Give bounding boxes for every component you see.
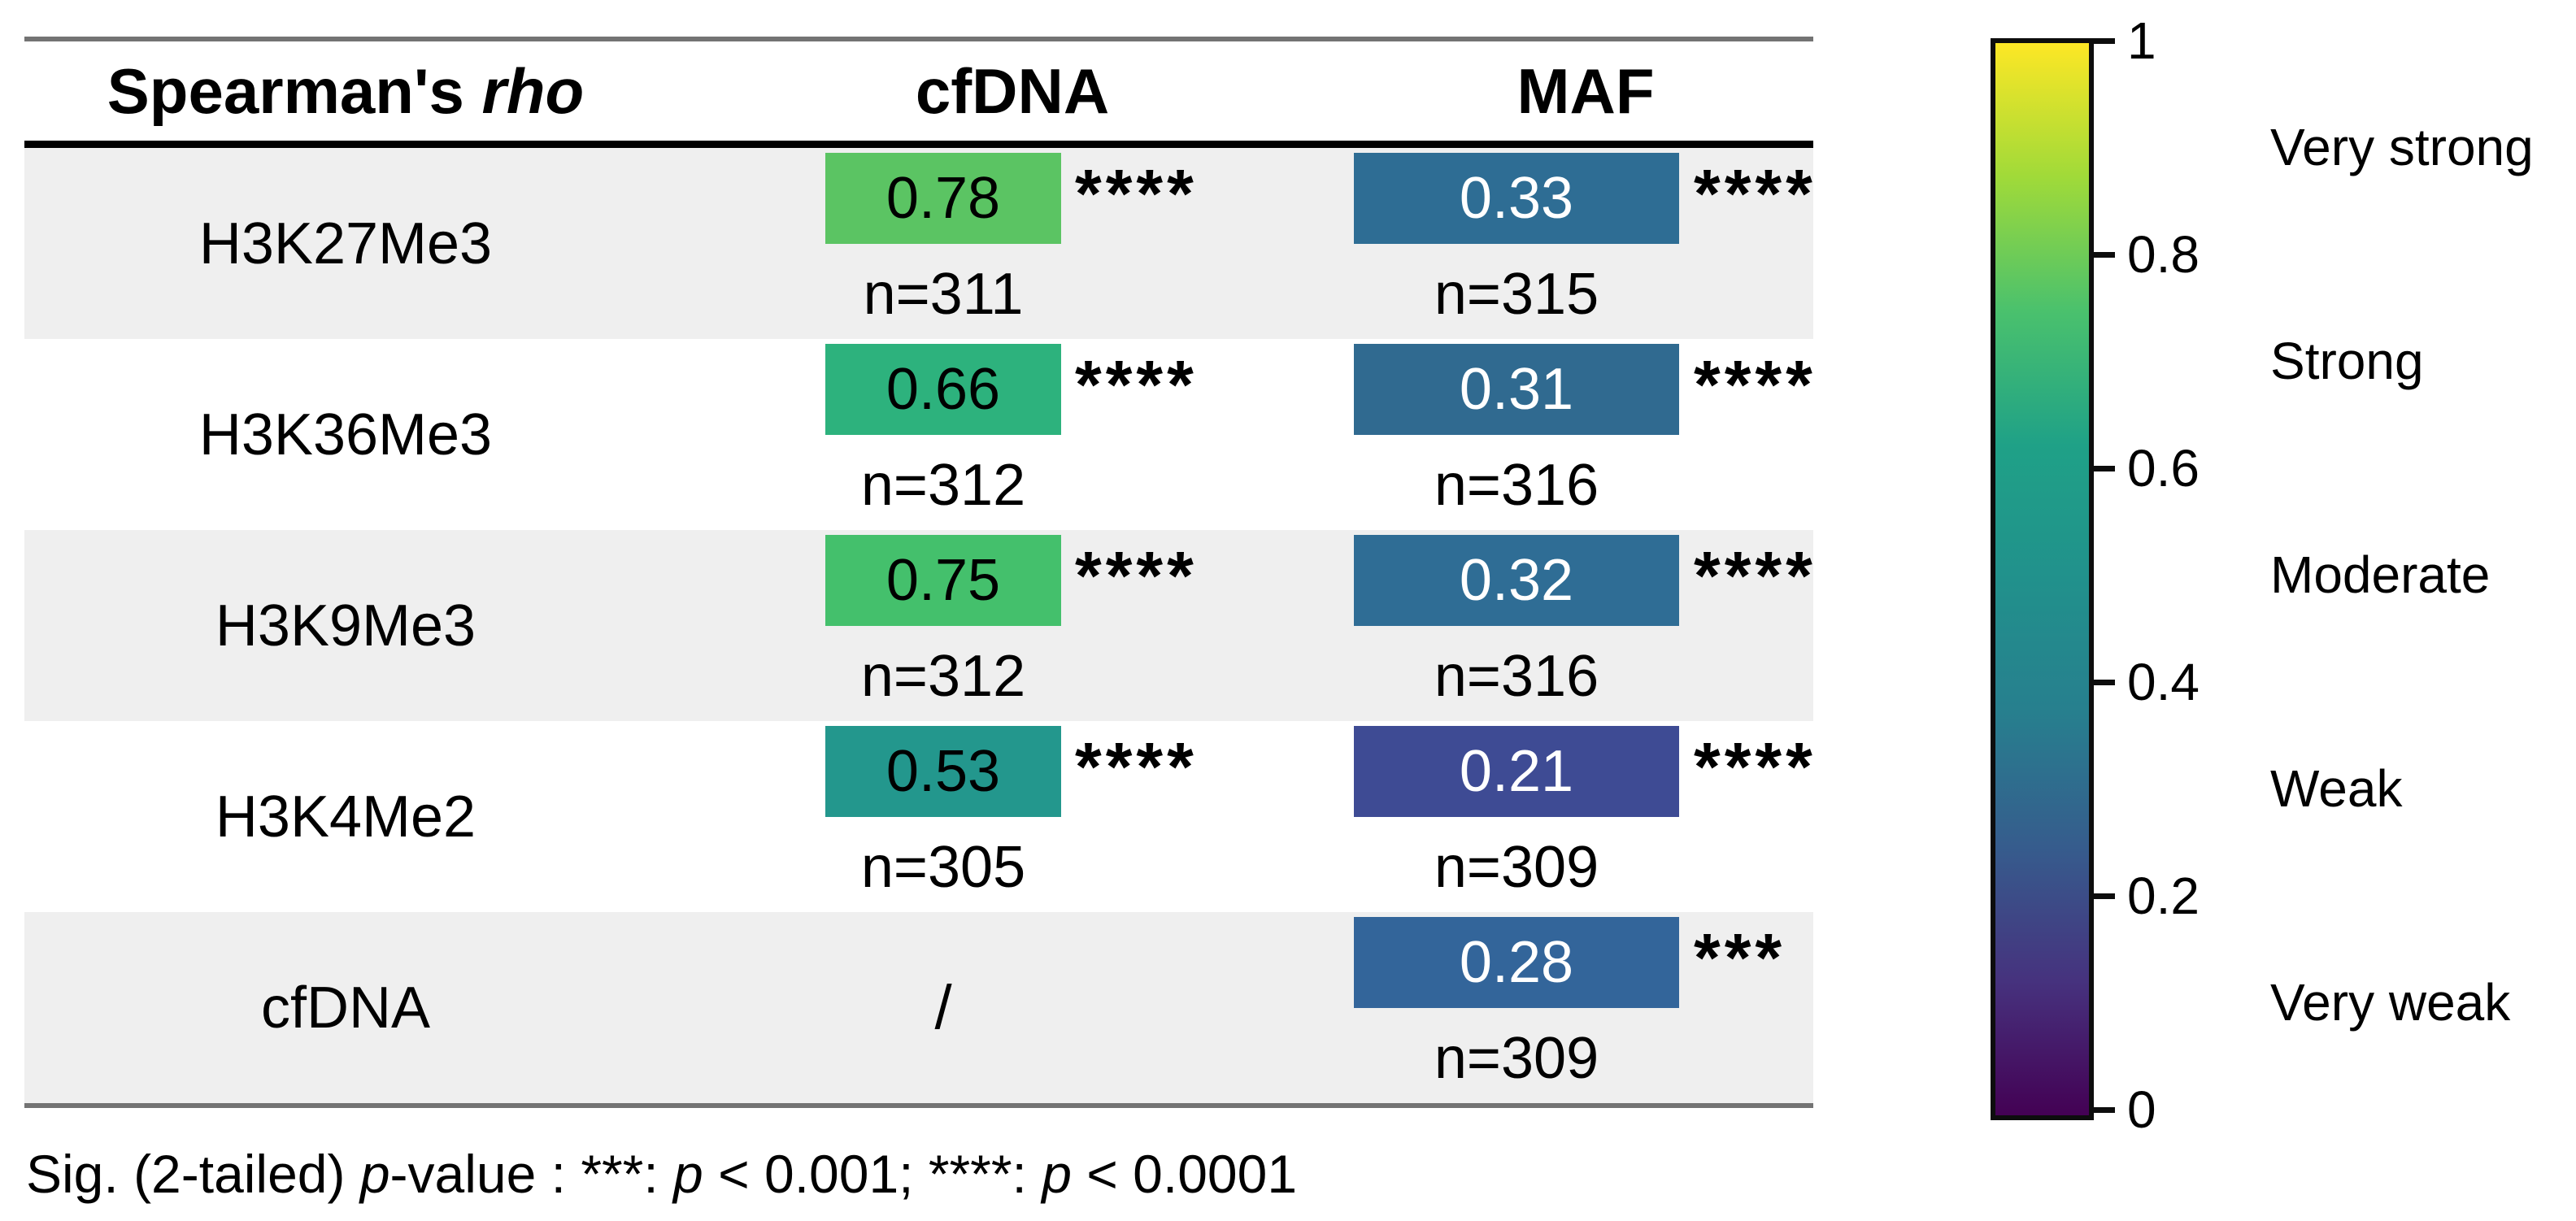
sample-size: n=312 (860, 452, 1026, 518)
significance-stars: **** (1075, 155, 1198, 232)
colorbar-tick (2092, 893, 2115, 899)
table-row: H3K4Me2 0.53 **** n=305 0.21 **** n=309 (24, 721, 1813, 912)
row-label: H3K27Me3 (198, 211, 493, 276)
table-row: cfDNA / 0.28 *** n=309 (24, 912, 1813, 1103)
cfdna-cell: 0.75 **** n=312 (667, 530, 1220, 721)
maf-cell: 0.31 **** n=316 (1220, 339, 1813, 530)
table-header-row: Spearman's rho cfDNA MAF (24, 41, 1813, 148)
maf-value-cell: 0.33 (1354, 153, 1679, 244)
significance-stars: *** (1694, 919, 1786, 996)
cfdna-value-cell: 0.75 (825, 535, 1061, 626)
maf-value-cell: 0.32 (1354, 535, 1679, 626)
significance-stars: **** (1075, 728, 1198, 805)
maf-cell: 0.32 **** n=316 (1220, 530, 1813, 721)
significance-footnote: Sig. (2-tailed) p-value : ***: p < 0.001… (26, 1144, 1298, 1204)
maf-cell: 0.33 **** n=315 (1220, 148, 1813, 339)
sample-size: n=305 (860, 834, 1026, 900)
significance-stars: **** (1694, 728, 1817, 805)
cfdna-value-cell: 0.53 (825, 726, 1061, 817)
sample-size: n=311 (863, 261, 1024, 327)
cfdna-cell: 0.78 **** n=311 (667, 148, 1220, 339)
row-label: H3K36Me3 (198, 402, 493, 467)
header-cell-maf: MAF (1220, 54, 1813, 128)
table-title: Spearman's rho (107, 54, 585, 127)
column-header-cfdna: cfDNA (915, 54, 1110, 127)
cfdna-cell: 0.53 **** n=305 (667, 721, 1220, 912)
colorbar-tick (2092, 680, 2115, 685)
sample-size: n=316 (1434, 452, 1599, 518)
colorbar-tick (2092, 466, 2115, 471)
table-row: H3K27Me3 0.78 **** n=311 0.33 **** n=315 (24, 148, 1813, 339)
sample-size: n=309 (1434, 834, 1599, 900)
colorbar-tick-label: 0 (2127, 1080, 2156, 1139)
sample-size: n=312 (860, 643, 1026, 709)
strength-category-label: Weak (2270, 759, 2403, 818)
maf-cell: 0.28 *** n=309 (1220, 912, 1813, 1103)
cfdna-cell-empty: / (667, 912, 1220, 1103)
table-row: H3K9Me3 0.75 **** n=312 0.32 **** n=316 (24, 530, 1813, 721)
row-label: H3K9Me3 (215, 593, 476, 658)
table-bottom-rule (24, 1103, 1813, 1108)
sample-size: n=309 (1434, 1025, 1599, 1091)
colorbar-tick-label: 0.2 (2127, 867, 2200, 925)
sample-size: n=316 (1434, 643, 1599, 709)
strength-category-label: Very weak (2270, 973, 2511, 1032)
significance-stars: **** (1694, 537, 1817, 614)
strength-category-label: Moderate (2270, 545, 2491, 604)
column-header-maf: MAF (1516, 54, 1655, 127)
strength-category-label: Very strong (2270, 118, 2534, 176)
header-cell-spearman: Spearman's rho (24, 54, 667, 128)
table-row: H3K36Me3 0.66 **** n=312 0.31 **** n=316 (24, 339, 1813, 530)
colorbar-tick-label: 0.8 (2127, 225, 2200, 284)
cfdna-value-cell: 0.66 (825, 344, 1061, 435)
significance-stars: **** (1075, 346, 1198, 423)
colorbar-tick (2092, 38, 2115, 44)
maf-value-cell: 0.28 (1354, 917, 1679, 1008)
colorbar-tick-label: 1 (2127, 11, 2156, 70)
maf-cell: 0.21 **** n=309 (1220, 721, 1813, 912)
colorbar-tick (2092, 1107, 2115, 1113)
significance-stars: **** (1694, 155, 1817, 232)
maf-value-cell: 0.21 (1354, 726, 1679, 817)
colorbar-tick-label: 0.6 (2127, 439, 2200, 498)
table-top-rule (24, 37, 1813, 41)
significance-stars: **** (1694, 346, 1817, 423)
sample-size: n=315 (1434, 261, 1599, 327)
significance-stars: **** (1075, 537, 1198, 614)
not-applicable-slash: / (934, 973, 952, 1042)
rho-italic: rho (481, 54, 585, 127)
colorbar-tick-label: 0.4 (2127, 653, 2200, 711)
cfdna-cell: 0.66 **** n=312 (667, 339, 1220, 530)
correlation-table: Spearman's rho cfDNA MAF H3K27Me3 0.78 *… (24, 37, 1813, 1108)
colorbar-gradient (1991, 38, 2094, 1120)
maf-value-cell: 0.31 (1354, 344, 1679, 435)
row-label: cfDNA (260, 975, 431, 1041)
cfdna-value-cell: 0.78 (825, 153, 1061, 244)
strength-category-label: Strong (2270, 332, 2424, 390)
header-cell-cfdna: cfDNA (667, 54, 1220, 128)
row-label: H3K4Me2 (215, 784, 476, 849)
colorbar-tick (2092, 252, 2115, 258)
